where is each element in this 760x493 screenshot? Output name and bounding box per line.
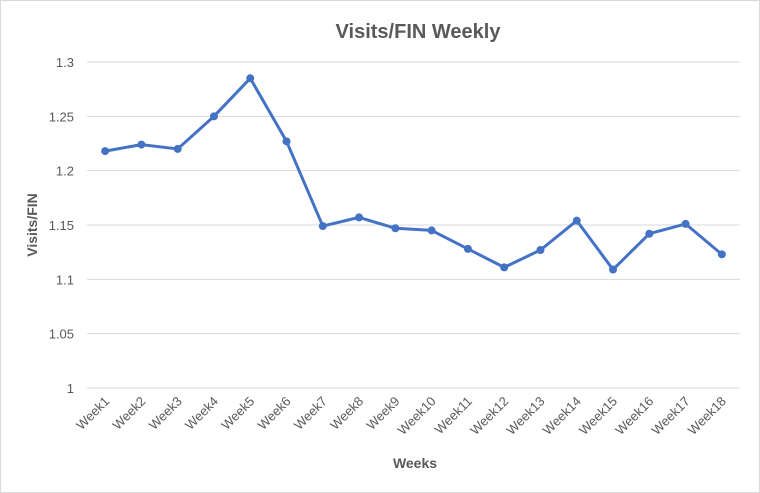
x-tick-label: Week15	[576, 394, 620, 438]
y-tick-label: 1	[67, 381, 74, 396]
y-tick-label: 1.3	[56, 55, 74, 70]
y-axis-title: Visits/FIN	[24, 193, 40, 257]
data-point-week11	[463, 244, 472, 253]
data-point-week17	[681, 219, 690, 228]
y-tick-label: 1.1	[56, 272, 74, 287]
data-point-week6	[282, 137, 291, 146]
x-tick-label: Week3	[146, 394, 185, 433]
y-tick-label: 1.05	[49, 327, 74, 342]
y-tick-label: 1.2	[56, 164, 74, 179]
data-point-week9	[391, 224, 400, 233]
x-tick-label: Week8	[327, 394, 366, 433]
chart-title: Visits/FIN Weekly	[336, 21, 502, 43]
x-tick-label: Week18	[685, 394, 729, 438]
data-point-week13	[536, 245, 545, 254]
x-tick-label: Week14	[540, 394, 584, 438]
y-tick-label: 1.15	[49, 218, 74, 233]
data-point-week18	[717, 250, 726, 259]
data-point-week12	[500, 263, 509, 272]
data-point-week2	[137, 140, 146, 149]
data-point-week8	[355, 213, 364, 222]
gridlines	[87, 61, 740, 389]
x-tick-label: Week17	[649, 394, 693, 438]
x-tick-label: Week6	[255, 394, 294, 433]
data-point-week7	[318, 222, 327, 231]
x-tick-label: Week13	[503, 394, 547, 438]
data-point-week16	[645, 229, 654, 238]
data-point-week15	[609, 265, 618, 274]
y-tick-label: 1.25	[49, 109, 74, 124]
x-axis-title: Weeks	[393, 455, 437, 471]
data-point-week5	[246, 74, 255, 83]
x-tick-label: Week1	[73, 394, 112, 433]
x-tick-label: Week11	[432, 394, 475, 437]
x-tick-label: Week12	[467, 394, 511, 438]
data-point-week4	[209, 112, 218, 121]
x-tick-label: Week16	[612, 394, 656, 438]
y-axis-ticks: 1 1.05 1.1 1.15 1.2 1.25 1.3	[49, 55, 74, 396]
x-tick-label: Week7	[291, 394, 330, 433]
series-line	[103, 76, 724, 272]
x-tick-label: Week2	[109, 394, 148, 433]
data-points	[101, 74, 726, 274]
x-tick-label: Week10	[395, 394, 439, 438]
x-axis-ticks: Week1Week2Week3Week4Week5Week6Week7Week8…	[73, 394, 729, 438]
data-point-week10	[427, 226, 436, 235]
data-point-week3	[173, 144, 182, 153]
x-tick-label: Week4	[182, 394, 221, 433]
data-point-week14	[572, 216, 581, 225]
x-tick-label: Week5	[218, 394, 257, 433]
data-point-week1	[101, 147, 110, 156]
